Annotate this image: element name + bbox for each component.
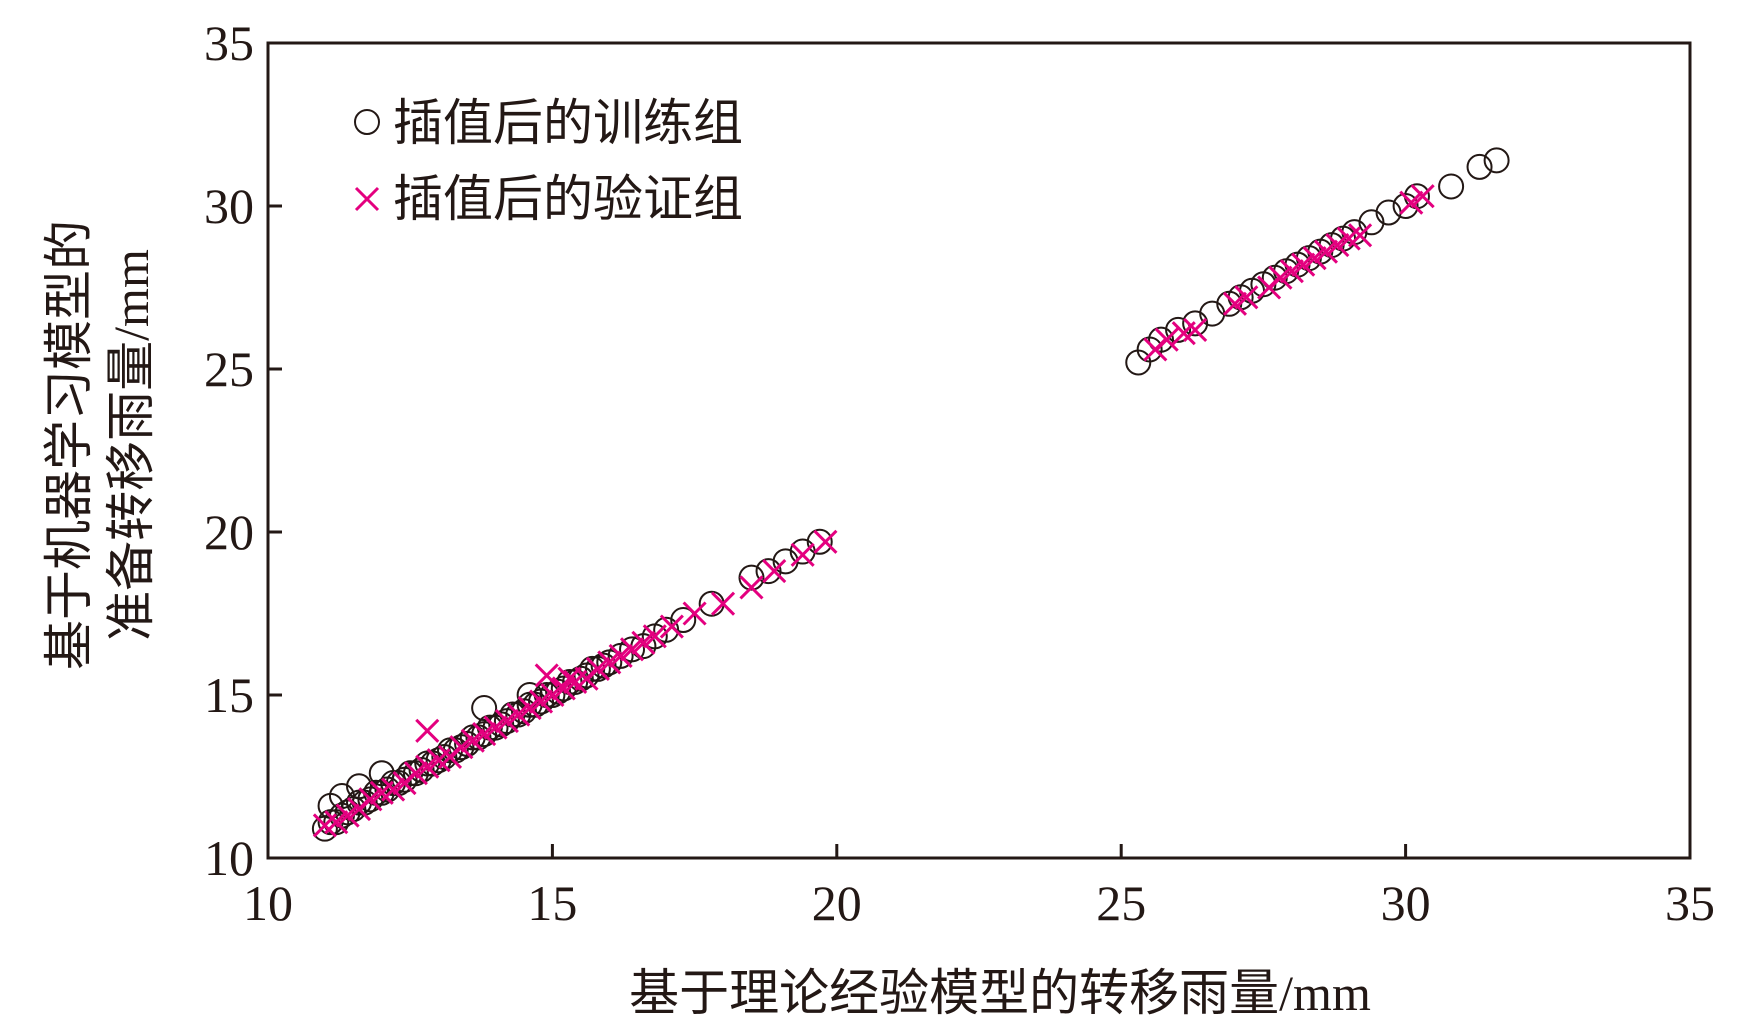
y-tick-label: 10	[204, 830, 254, 886]
legend-circle-marker	[354, 109, 380, 135]
x-tick-label: 35	[1665, 875, 1715, 931]
train-point	[1182, 310, 1209, 337]
train-point	[619, 636, 646, 663]
legend-cross-marker	[354, 186, 380, 212]
validation-point	[585, 656, 610, 681]
train-point	[1375, 199, 1402, 226]
validation-point	[324, 810, 349, 835]
validation-point	[631, 630, 656, 655]
y-axis-title-line-1: 基于机器学习模型的	[41, 220, 97, 670]
train-point	[346, 773, 373, 800]
validation-point	[483, 715, 508, 740]
validation-point	[1183, 317, 1208, 342]
y-tick-label: 15	[204, 667, 254, 723]
y-tick-label: 35	[204, 15, 254, 71]
validation-point	[1410, 184, 1435, 209]
validation-series	[312, 184, 1435, 838]
validation-point	[1313, 239, 1339, 264]
validation-point	[506, 702, 531, 727]
validation-point	[682, 601, 707, 626]
validation-point	[813, 529, 838, 554]
validation-point	[739, 575, 764, 600]
validation-point	[1302, 246, 1327, 271]
validation-point	[449, 735, 474, 760]
train-point	[590, 652, 617, 679]
validation-point	[1268, 265, 1293, 290]
validation-point	[557, 666, 582, 691]
train-point	[789, 538, 816, 565]
validation-point	[1222, 291, 1248, 316]
axis-ticks: 10 15 20 25 30 35 10 15 20 25 30 35	[204, 15, 1715, 931]
train-point	[738, 564, 765, 591]
y-tick-label: 25	[204, 341, 254, 397]
train-point	[414, 750, 441, 777]
x-tick-label: 25	[1096, 875, 1146, 931]
train-point	[1358, 209, 1385, 236]
validation-point	[358, 787, 383, 812]
y-axis-title-line-2: 准备转移雨量/mm	[103, 249, 159, 641]
x-axis-title: 基于理论经验模型的转移雨量/mm	[629, 965, 1371, 1021]
validation-point	[1348, 223, 1373, 248]
validation-point	[1399, 190, 1424, 215]
validation-point	[1154, 327, 1179, 352]
validation-point	[403, 761, 428, 786]
validation-point	[335, 803, 360, 828]
train-point	[1148, 326, 1175, 353]
y-tick-label: 20	[204, 504, 254, 560]
validation-point	[460, 728, 485, 753]
validation-point	[597, 650, 622, 675]
validation-point	[642, 624, 667, 649]
validation-point	[528, 689, 554, 714]
train-point	[1466, 153, 1493, 180]
validation-point	[619, 637, 645, 662]
x-tick-label: 10	[243, 875, 293, 931]
validation-point	[494, 709, 519, 734]
train-point	[806, 528, 833, 555]
validation-point	[534, 663, 559, 688]
validation-point	[659, 614, 684, 639]
train-point	[1483, 147, 1510, 174]
train-point	[1438, 173, 1465, 200]
validation-point	[1234, 285, 1259, 310]
validation-point	[415, 718, 440, 743]
validation-point	[1279, 259, 1304, 284]
x-tick-label: 20	[812, 875, 862, 931]
validation-point	[608, 643, 633, 668]
validation-point	[381, 777, 406, 802]
train-point	[653, 616, 680, 643]
validation-point	[710, 591, 736, 616]
validation-point	[762, 559, 787, 584]
legend: 插值后的训练组 插值后的验证组	[354, 95, 743, 227]
x-tick-label: 30	[1381, 875, 1431, 931]
train-point	[670, 607, 697, 634]
train-point	[755, 558, 782, 585]
train-point	[1165, 316, 1192, 343]
validation-point	[1325, 233, 1350, 258]
plot-frame	[266, 41, 1692, 860]
legend-label-train: 插值后的训练组	[393, 95, 743, 151]
validation-point	[517, 695, 542, 721]
validation-point	[415, 754, 440, 779]
validation-point	[472, 722, 497, 747]
validation-point	[790, 542, 815, 567]
x-tick-label: 15	[527, 875, 577, 931]
validation-point	[1291, 252, 1316, 277]
train-point	[471, 695, 498, 722]
y-tick-label: 30	[204, 178, 254, 234]
legend-label-validation: 插值后的验证组	[393, 171, 743, 227]
